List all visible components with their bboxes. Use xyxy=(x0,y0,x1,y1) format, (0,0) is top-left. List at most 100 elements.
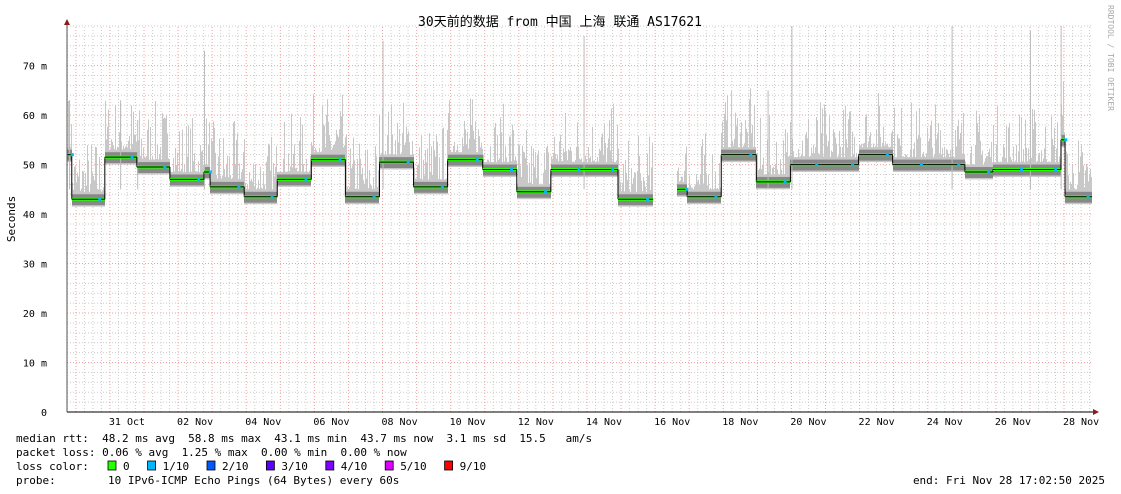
smoke-column xyxy=(249,172,250,205)
smoke-column xyxy=(836,143,837,172)
chart-title: 30天前的数据 from 中国 上海 联通 AS17621 xyxy=(418,14,702,30)
smoke-column xyxy=(746,128,747,163)
smoke-column xyxy=(740,133,741,163)
smoke-column xyxy=(1063,81,1064,148)
smoke-column xyxy=(376,156,377,205)
loss-color-label: 9/10 xyxy=(460,460,487,473)
smoke-column xyxy=(362,167,363,205)
legend-loss-color-label: loss color: xyxy=(16,460,89,473)
smoke-column xyxy=(244,139,245,205)
loss-marker xyxy=(749,153,753,157)
smoke-column xyxy=(501,132,502,177)
smoke-column xyxy=(473,130,474,168)
smoke-column xyxy=(619,169,620,207)
smoke-column xyxy=(202,150,203,187)
smoke-column xyxy=(426,162,427,195)
smoke-column xyxy=(427,148,428,195)
smoke-column xyxy=(648,175,649,207)
legend-probe-label: probe: xyxy=(16,474,56,487)
smoke-column xyxy=(649,136,650,207)
smoke-column xyxy=(300,117,301,187)
smoke-column xyxy=(625,160,626,207)
smoke-column xyxy=(731,90,732,163)
smoke-column xyxy=(993,124,994,177)
smoke-column xyxy=(283,158,284,187)
smoke-column xyxy=(960,132,961,172)
smoke-column xyxy=(1021,117,1022,177)
smoke-column xyxy=(200,144,201,187)
smoke-column xyxy=(494,127,495,177)
smoke-column xyxy=(721,132,722,163)
loss-marker xyxy=(987,170,991,174)
smoke-column xyxy=(271,136,272,205)
smoke-column xyxy=(397,122,398,170)
smoke-column xyxy=(976,110,977,180)
smoke-column xyxy=(105,100,106,165)
smoke-column xyxy=(233,122,234,195)
smoke-column xyxy=(141,138,142,175)
loss-marker xyxy=(237,185,241,189)
smoke-column xyxy=(1081,144,1082,205)
smoke-column xyxy=(1033,129,1034,177)
smoke-column xyxy=(229,156,230,195)
smoke-column xyxy=(418,164,419,195)
smoke-column xyxy=(392,134,393,170)
smoke-column xyxy=(538,150,539,200)
smoke-column xyxy=(686,146,687,197)
smoke-column xyxy=(570,146,571,177)
grid xyxy=(66,25,1093,412)
loss-marker xyxy=(815,163,819,167)
legend-packet-loss: packet loss: 0.06 % avg 1.25 % max 0.00 … xyxy=(16,446,407,459)
smoke-column xyxy=(920,137,921,172)
loss-color-swatch xyxy=(384,460,394,471)
smoke-spike xyxy=(69,100,71,190)
smoke-column xyxy=(175,147,176,187)
smoke-column xyxy=(565,113,566,177)
smoke-column xyxy=(1008,127,1009,177)
smoke-column xyxy=(337,134,338,168)
smoke-column xyxy=(935,104,936,172)
smoke-column xyxy=(186,126,187,187)
smoke-column xyxy=(849,111,850,172)
loss-color-label: 0 xyxy=(123,460,130,473)
smoke-column xyxy=(546,147,547,200)
smoke-column xyxy=(523,151,524,200)
smoke-column xyxy=(270,170,271,205)
smoke-column xyxy=(412,140,413,170)
smoke-column xyxy=(955,130,956,172)
x-tick-label: 08 Nov xyxy=(382,417,418,428)
smoke-column xyxy=(760,117,761,190)
smoke-column xyxy=(449,100,450,168)
x-tick-label: 10 Nov xyxy=(450,417,486,428)
smoke-column xyxy=(306,158,307,187)
loss-marker xyxy=(957,163,961,167)
smoke-column xyxy=(737,117,738,163)
smoke-column xyxy=(700,174,701,205)
smoke-column xyxy=(525,158,526,200)
smoke-column xyxy=(353,137,354,205)
smoke-column xyxy=(807,138,808,172)
smoke-column xyxy=(335,141,336,168)
smoke-column xyxy=(387,134,388,170)
smoke-column xyxy=(429,133,430,195)
smoke-column xyxy=(599,148,600,177)
smoke-column xyxy=(92,172,93,207)
smoke-column xyxy=(833,129,834,172)
smoke-column xyxy=(267,156,268,205)
loss-marker xyxy=(611,168,615,172)
smoke-column xyxy=(87,145,88,207)
smoke-column xyxy=(518,143,519,200)
smoke-column xyxy=(527,164,528,200)
smoke-column xyxy=(852,131,853,172)
smoke-column xyxy=(696,174,697,205)
smoke-column xyxy=(783,140,784,190)
smoke-column xyxy=(330,141,331,168)
smoke-column xyxy=(352,165,353,205)
smoke-column xyxy=(366,178,367,205)
smoke-column xyxy=(750,88,751,163)
smoke-column xyxy=(524,152,525,200)
smoke-column xyxy=(627,180,628,207)
smoke-column xyxy=(395,140,396,170)
y-tick-label: 50 m xyxy=(23,161,47,172)
smoke-column xyxy=(634,172,635,207)
